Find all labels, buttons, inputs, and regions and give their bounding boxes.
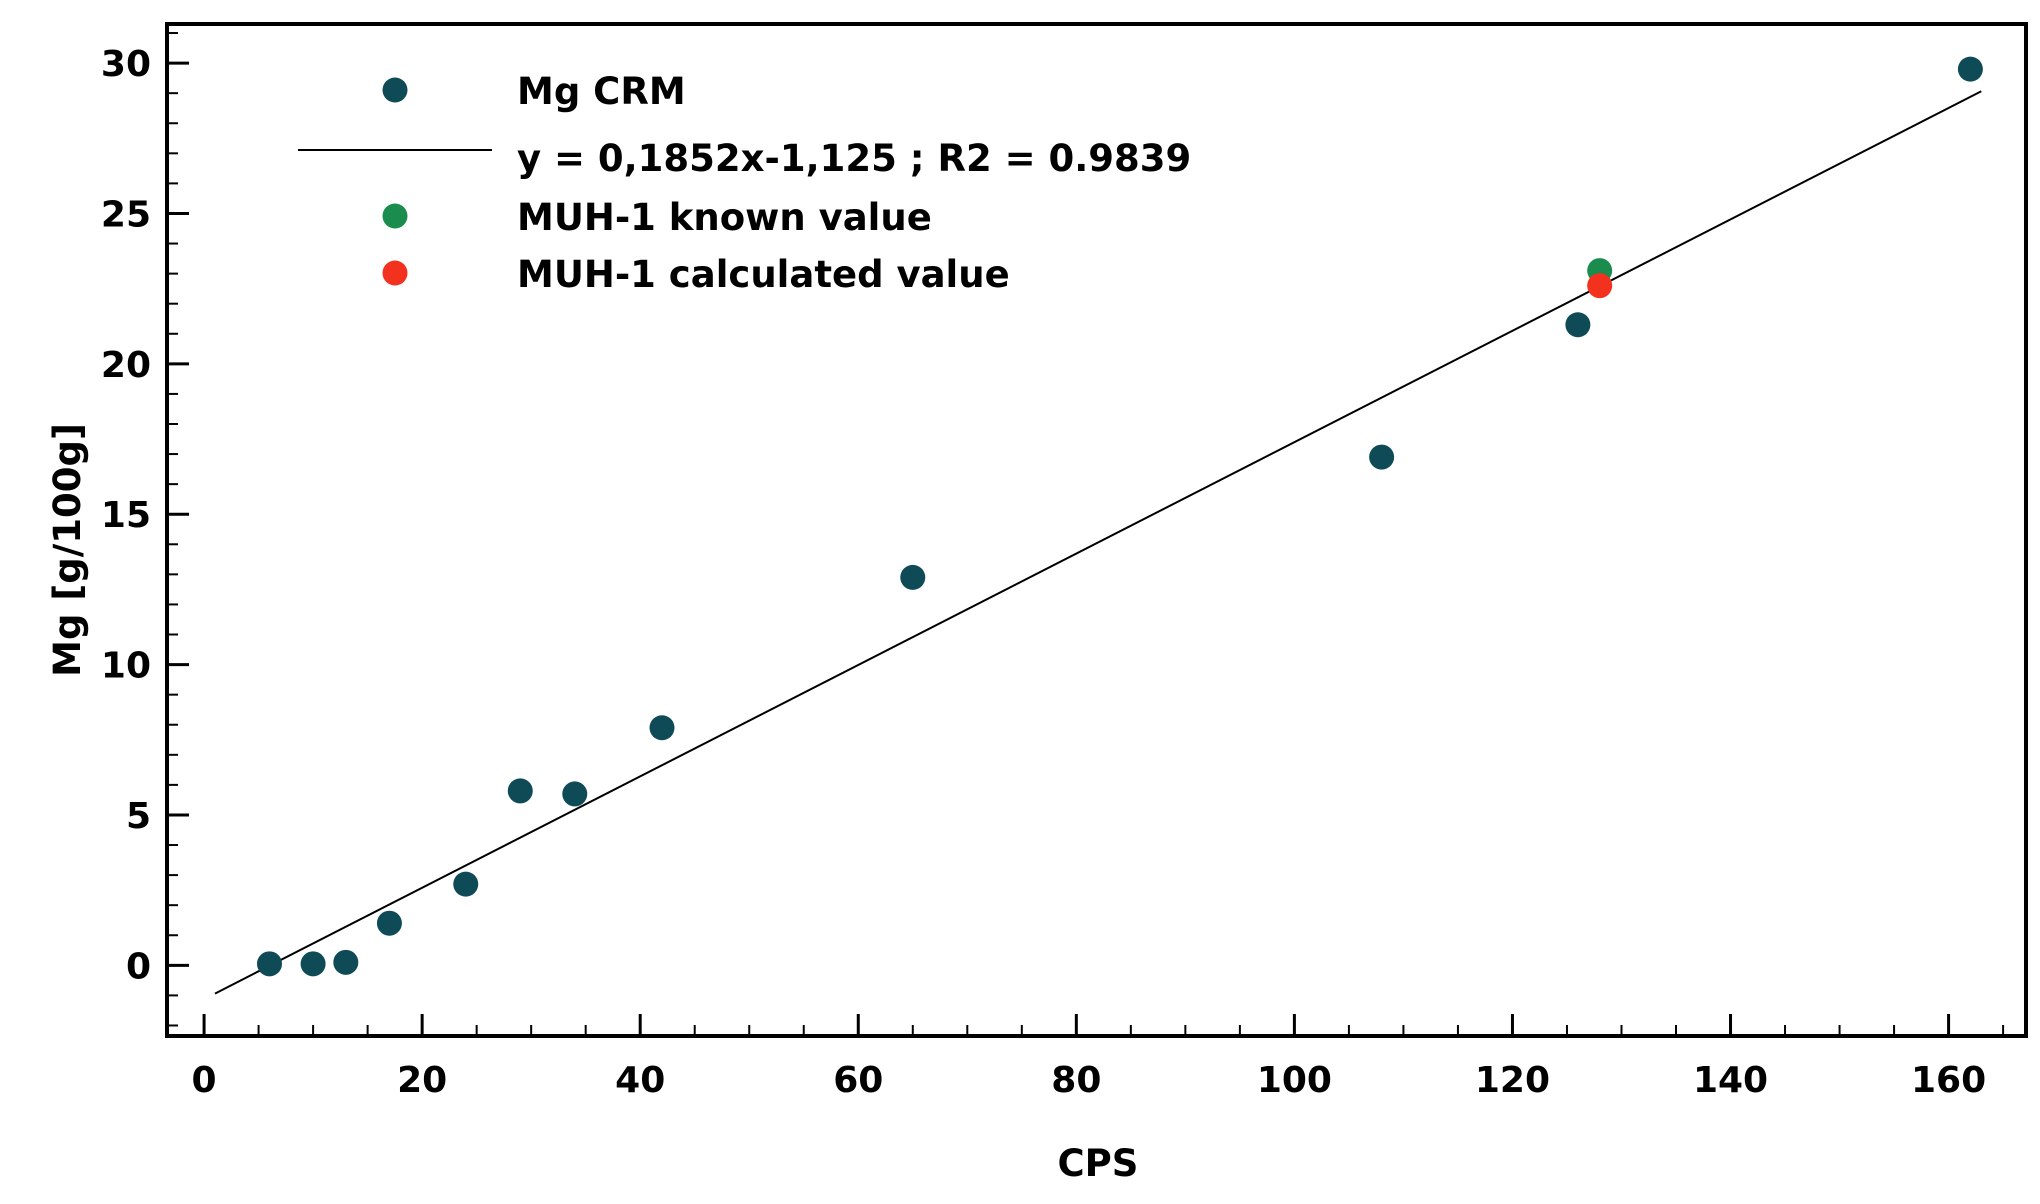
legend: Mg CRM y = 0,1852x-1,125 ; R2 = 0.9839 MUH… <box>298 70 1191 296</box>
x-tick-label: 40 <box>615 1060 665 1101</box>
legend-label: MUH-1 known value <box>517 196 932 239</box>
legend-label: Mg CRM <box>517 70 686 113</box>
x-tick-label: 100 <box>1257 1060 1332 1101</box>
x-tick-label: 60 <box>833 1060 883 1101</box>
legend-marker <box>382 203 408 229</box>
data-point-mg-crm <box>1369 444 1395 470</box>
x-tick-label: 160 <box>1911 1060 1986 1101</box>
y-tick-label: 0 <box>126 946 151 987</box>
x-tick-label: 80 <box>1051 1060 1101 1101</box>
y-tick-label: 20 <box>101 345 151 386</box>
y-tick-label: 25 <box>101 194 151 235</box>
legend-label: MUH-1 calculated value <box>517 253 1010 296</box>
y-tick-label: 10 <box>101 646 151 687</box>
data-point-mg-crm <box>562 781 588 807</box>
x-axis-label: CPS <box>1058 1142 1139 1185</box>
data-point-mg-crm <box>507 778 533 804</box>
x-tick-label: 120 <box>1475 1060 1550 1101</box>
y-tick-label: 15 <box>101 495 151 536</box>
data-point-mg-crm <box>453 871 479 897</box>
x-tick-label: 20 <box>397 1060 447 1101</box>
y-axis-label: Mg [g/100g] <box>46 423 89 677</box>
data-point-mg-crm <box>376 910 402 936</box>
data-point-mg-crm <box>649 715 675 741</box>
axes: 0 20 40 60 80 100 120 140 160 0 5 10 15 20 25 30 <box>101 22 2028 1101</box>
data-point-mg-crm <box>333 949 359 975</box>
y-tick-label: 30 <box>101 44 151 85</box>
data-point-mg-crm <box>300 951 326 977</box>
data-point-mg-crm <box>900 564 926 590</box>
x-tick-label: 0 <box>192 1060 217 1101</box>
y-tick-label: 5 <box>126 796 151 837</box>
data-point-muh1-calculated <box>1587 273 1613 299</box>
data-point-mg-crm <box>256 951 282 977</box>
legend-marker <box>382 260 408 286</box>
regression-line <box>214 90 1982 995</box>
legend-marker <box>382 77 408 103</box>
x-tick-label: 140 <box>1693 1060 1768 1101</box>
data-point-mg-crm <box>1565 312 1591 338</box>
data-point-mg-crm <box>1957 56 1983 82</box>
marks <box>214 56 1983 995</box>
plot-frame <box>165 22 2028 1038</box>
legend-label: y = 0,1852x-1,125 ; R2 = 0.9839 <box>517 137 1191 180</box>
